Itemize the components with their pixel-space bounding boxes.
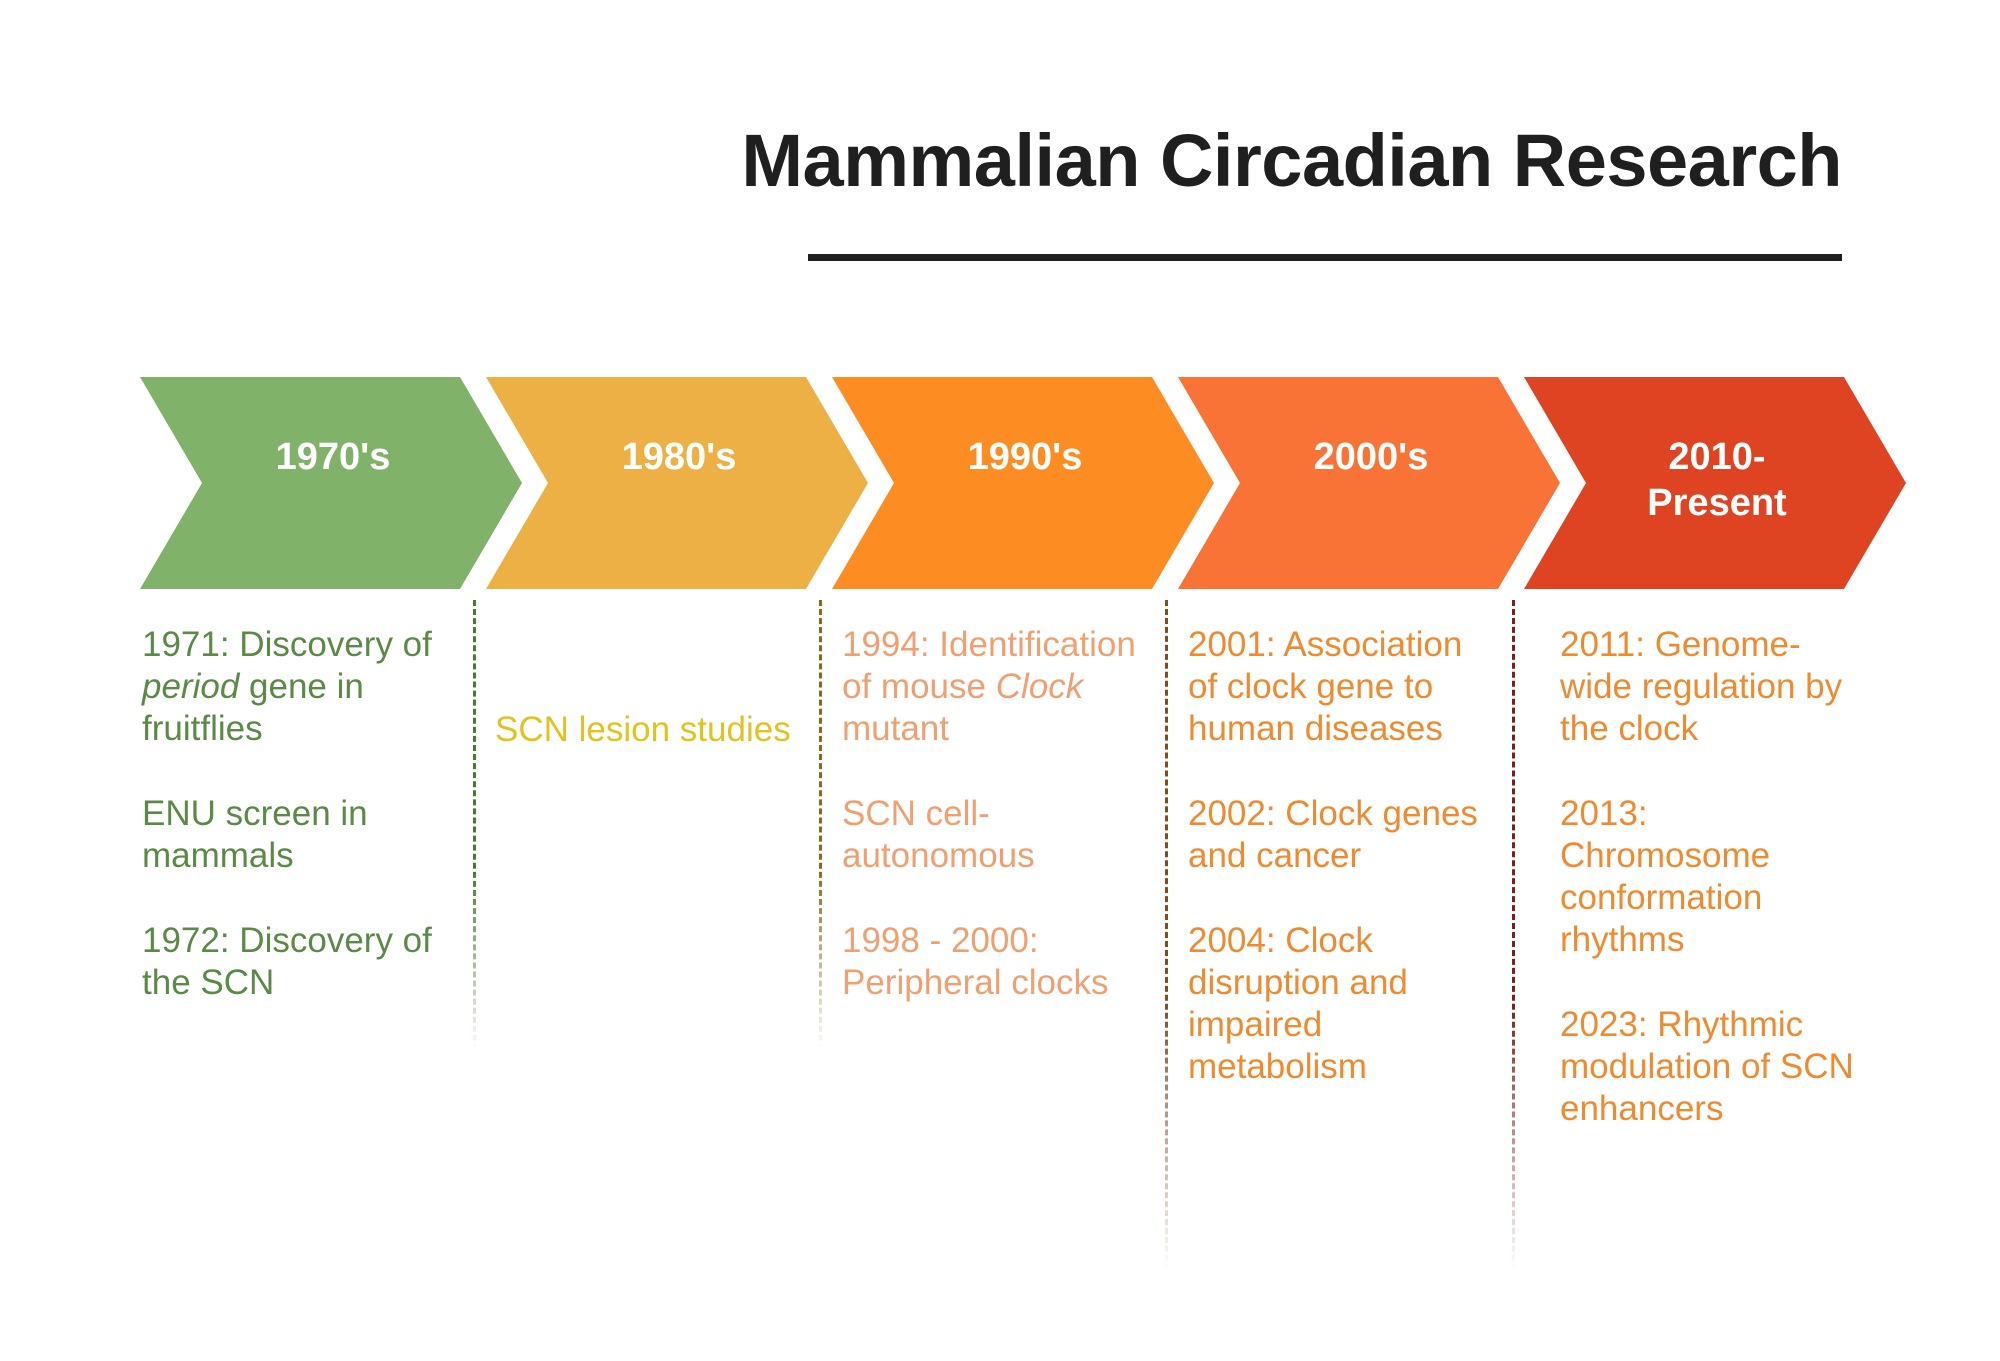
era-label-text: 1970's [275, 436, 391, 478]
event-item: 2023: Rhythmic modulation of SCN enhance… [1560, 1004, 1860, 1130]
era-label-2: 1990's [895, 434, 1155, 480]
era-label-text: 2000's [1313, 436, 1429, 478]
era-label-1: 1980's [549, 434, 809, 480]
event-text: 2002: Clock genes and cancer [1188, 794, 1478, 875]
era-chevron-4 [1524, 377, 1906, 589]
era-events-column-4: 2011: Genome-wide regulation by the cloc… [1560, 624, 1860, 1173]
event-text: SCN cell-autonomous [842, 794, 1035, 875]
era-label-text: 1980's [621, 436, 737, 478]
event-text: 2023: Rhythmic modulation of SCN enhance… [1560, 1005, 1854, 1128]
era-label-4: 2010- Present [1587, 434, 1847, 526]
era-divider-3 [1512, 600, 1515, 1270]
era-events-column-1: SCN lesion studies [495, 709, 795, 794]
event-text: 1998 - 2000: Peripheral clocks [842, 921, 1109, 1002]
event-item: 2013: Chromosome conformation rhythms [1560, 793, 1860, 961]
era-chevron-0 [140, 377, 522, 589]
event-text: gene in fruitflies [142, 667, 364, 748]
era-chevron-3 [1178, 377, 1560, 589]
event-item: SCN lesion studies [495, 709, 795, 751]
era-chevron-1 [486, 377, 868, 589]
event-item: 1998 - 2000: Peripheral clocks [842, 920, 1142, 1004]
event-text: 2013: Chromosome conformation rhythms [1560, 794, 1771, 959]
event-item: 2011: Genome-wide regulation by the cloc… [1560, 624, 1860, 750]
event-text: 1972: Discovery of the SCN [142, 921, 432, 1002]
era-label-0: 1970's [203, 434, 463, 480]
event-text: mutant [842, 709, 949, 748]
event-text: 1994: Identification of mouse [842, 625, 1136, 706]
era-label-3: 2000's [1241, 434, 1501, 480]
era-label-text: 1990's [967, 436, 1083, 478]
era-divider-1 [819, 600, 822, 1050]
event-item: 1994: Identification of mouse Clock muta… [842, 624, 1142, 750]
event-text: 2004: Clock disruption and impaired meta… [1188, 921, 1408, 1086]
event-item: 2004: Clock disruption and impaired meta… [1188, 920, 1488, 1088]
event-item: 2002: Clock genes and cancer [1188, 793, 1488, 877]
era-events-column-2: 1994: Identification of mouse Clock muta… [842, 624, 1142, 1047]
event-item: 1972: Discovery of the SCN [142, 920, 442, 1004]
event-item: 2001: Association of clock gene to human… [1188, 624, 1488, 750]
era-divider-2 [1165, 600, 1168, 1270]
event-text: ENU screen in mammals [142, 794, 368, 875]
era-events-column-0: 1971: Discovery of period gene in fruitf… [142, 624, 442, 1047]
event-item: 1971: Discovery of period gene in fruitf… [142, 624, 442, 750]
era-events-column-3: 2001: Association of clock gene to human… [1188, 624, 1488, 1131]
event-italic-text: period [142, 667, 240, 706]
event-item: SCN cell-autonomous [842, 793, 1142, 877]
diagram-title: Mammalian Circadian Research [741, 119, 1842, 202]
event-text: 2001: Association of clock gene to human… [1188, 625, 1463, 748]
title-underline [808, 254, 1842, 261]
era-divider-0 [473, 600, 476, 1050]
event-item: ENU screen in mammals [142, 793, 442, 877]
event-text: SCN lesion studies [495, 710, 791, 749]
event-text: 2011: Genome-wide regulation by the cloc… [1560, 625, 1843, 748]
event-italic-text: Clock [995, 667, 1084, 706]
event-text: 1971: Discovery of [142, 625, 432, 664]
era-label-text: 2010- Present [1647, 436, 1787, 524]
era-chevron-2 [832, 377, 1214, 589]
